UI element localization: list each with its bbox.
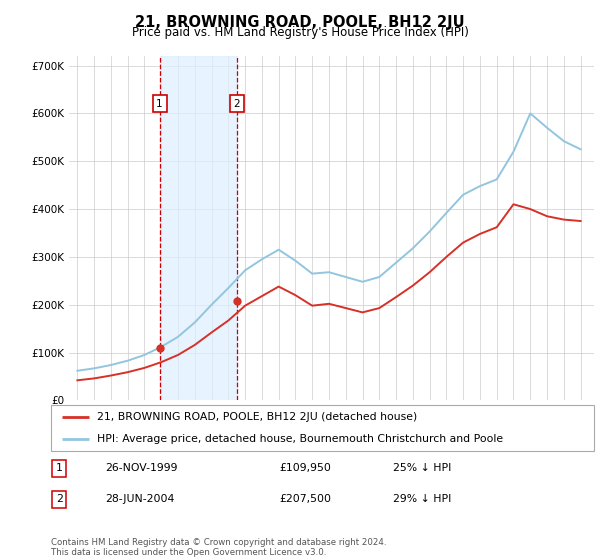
- Text: 21, BROWNING ROAD, POOLE, BH12 2JU: 21, BROWNING ROAD, POOLE, BH12 2JU: [135, 15, 465, 30]
- Text: HPI: Average price, detached house, Bournemouth Christchurch and Poole: HPI: Average price, detached house, Bour…: [97, 435, 503, 444]
- Text: £109,950: £109,950: [279, 463, 331, 473]
- Text: 25% ↓ HPI: 25% ↓ HPI: [393, 463, 451, 473]
- Text: 2: 2: [56, 494, 62, 505]
- FancyBboxPatch shape: [51, 405, 594, 451]
- Text: 1: 1: [156, 99, 163, 109]
- Text: 28-JUN-2004: 28-JUN-2004: [106, 494, 175, 505]
- Text: 26-NOV-1999: 26-NOV-1999: [106, 463, 178, 473]
- Text: Contains HM Land Registry data © Crown copyright and database right 2024.
This d: Contains HM Land Registry data © Crown c…: [51, 538, 386, 557]
- Text: £207,500: £207,500: [279, 494, 331, 505]
- Text: Price paid vs. HM Land Registry's House Price Index (HPI): Price paid vs. HM Land Registry's House …: [131, 26, 469, 39]
- Bar: [160, 56, 237, 400]
- Text: 2: 2: [233, 99, 240, 109]
- Text: 1: 1: [56, 463, 62, 473]
- Text: 21, BROWNING ROAD, POOLE, BH12 2JU (detached house): 21, BROWNING ROAD, POOLE, BH12 2JU (deta…: [97, 412, 418, 422]
- Text: 29% ↓ HPI: 29% ↓ HPI: [393, 494, 451, 505]
